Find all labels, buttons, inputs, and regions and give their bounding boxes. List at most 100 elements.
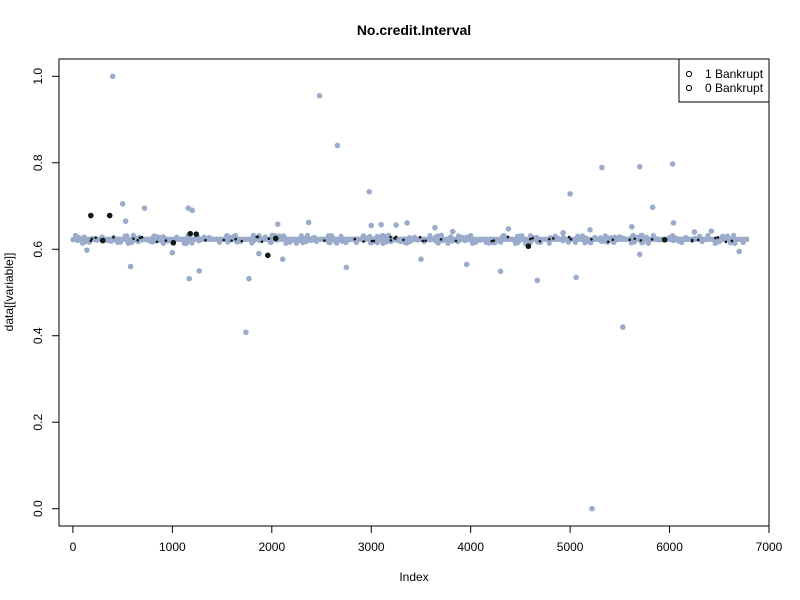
- band-point-bankrupt: [547, 237, 551, 241]
- band-point: [94, 237, 100, 243]
- y-tick-label: 0.6: [31, 241, 45, 258]
- data-point-not-bankrupt: [599, 164, 605, 171]
- band-point-bankrupt: [730, 239, 734, 243]
- band-point-bankrupt: [690, 238, 694, 242]
- data-point-not-bankrupt: [368, 222, 375, 229]
- points-layer: [84, 73, 742, 512]
- band-point: [406, 236, 412, 242]
- band-point: [332, 238, 338, 244]
- band-point: [580, 233, 586, 239]
- band-point: [174, 234, 180, 240]
- data-point-not-bankrupt: [669, 161, 676, 167]
- band-point: [597, 235, 604, 241]
- data-point-not-bankrupt: [649, 204, 656, 211]
- data-point-not-bankrupt: [256, 250, 262, 257]
- band-point: [679, 239, 685, 246]
- data-point-not-bankrupt: [378, 221, 384, 228]
- band-point: [160, 234, 166, 240]
- band-point: [189, 240, 195, 246]
- band-point-bankrupt: [204, 238, 207, 242]
- data-point-bankrupt: [265, 252, 271, 259]
- band-point: [225, 239, 231, 245]
- band-point: [224, 233, 230, 239]
- band-point: [445, 236, 451, 242]
- data-point-not-bankrupt: [628, 223, 635, 230]
- band-point-bankrupt: [454, 239, 458, 243]
- band-point: [565, 239, 572, 245]
- data-point-not-bankrupt: [279, 256, 286, 263]
- band-point: [338, 233, 344, 239]
- band-point: [402, 240, 408, 246]
- band-point: [435, 240, 441, 246]
- band-point: [683, 234, 689, 241]
- x-tick-label: 5000: [557, 540, 584, 554]
- band-point-bankrupt: [567, 235, 571, 239]
- data-point-not-bankrupt: [122, 218, 129, 224]
- band-point: [151, 233, 157, 240]
- band-point: [519, 233, 525, 239]
- band-point-bankrupt: [590, 238, 593, 241]
- band-point: [731, 232, 737, 238]
- band-point-bankrupt: [389, 239, 393, 242]
- band-point: [653, 236, 659, 242]
- band-point: [130, 232, 136, 238]
- band-point-bankrupt: [402, 238, 405, 242]
- data-point-not-bankrupt: [505, 226, 512, 232]
- band-point: [183, 239, 189, 245]
- data-point-bankrupt: [525, 243, 532, 250]
- band-point: [705, 232, 711, 239]
- band-point-bankrupt: [418, 235, 422, 239]
- band-point-bankrupt: [606, 240, 610, 244]
- legend-box: [678, 58, 770, 103]
- band-point: [326, 239, 332, 245]
- data-point-not-bankrupt: [243, 329, 249, 336]
- data-point-not-bankrupt: [497, 268, 504, 275]
- data-point-not-bankrupt: [186, 275, 193, 282]
- band-point: [560, 235, 566, 241]
- band-point: [638, 232, 644, 239]
- band-point: [712, 240, 718, 247]
- band-point-bankrupt: [506, 235, 510, 239]
- band-point-bankrupt: [650, 237, 654, 241]
- band-point: [732, 240, 738, 247]
- data-point-not-bankrupt: [432, 224, 438, 231]
- band-point: [724, 233, 731, 239]
- band-point: [280, 233, 287, 239]
- band-point: [672, 235, 678, 241]
- band-point-bankrupt: [132, 237, 135, 240]
- data-point-bankrupt: [106, 212, 113, 219]
- band-point-bankrupt: [136, 238, 140, 242]
- band-point: [70, 237, 76, 243]
- band-point: [438, 232, 445, 238]
- band-point-bankrupt: [164, 239, 168, 242]
- band-point-bankrupt: [628, 238, 632, 242]
- band-point: [267, 239, 273, 245]
- data-point-not-bankrupt: [109, 73, 116, 80]
- band-point-bankrupt: [569, 238, 573, 241]
- data-point-not-bankrupt: [620, 324, 626, 330]
- data-point-not-bankrupt: [274, 221, 281, 227]
- plot-frame: [58, 58, 770, 527]
- band-point: [643, 234, 650, 240]
- data-point-not-bankrupt: [708, 228, 715, 234]
- data-point-not-bankrupt: [127, 263, 134, 270]
- band-point: [269, 232, 275, 238]
- band-point-bankrupt: [112, 236, 115, 239]
- band-point: [514, 233, 521, 239]
- data-point-not-bankrupt: [393, 222, 399, 228]
- data-point-not-bankrupt: [246, 275, 252, 282]
- chart-title: No.credit.Interval: [357, 22, 471, 38]
- data-point-not-bankrupt: [534, 277, 541, 284]
- data-point-not-bankrupt: [449, 228, 456, 235]
- band-point-bankrupt: [370, 239, 374, 243]
- band-point: [449, 238, 456, 244]
- data-point-not-bankrupt: [169, 249, 176, 256]
- legend-marker-bankrupt-1: [685, 70, 693, 78]
- band-point: [123, 235, 129, 242]
- band-point: [79, 240, 86, 246]
- band-point: [469, 240, 476, 247]
- band-point-bankrupt: [531, 236, 534, 240]
- band-point: [645, 240, 652, 246]
- band-point: [601, 238, 607, 244]
